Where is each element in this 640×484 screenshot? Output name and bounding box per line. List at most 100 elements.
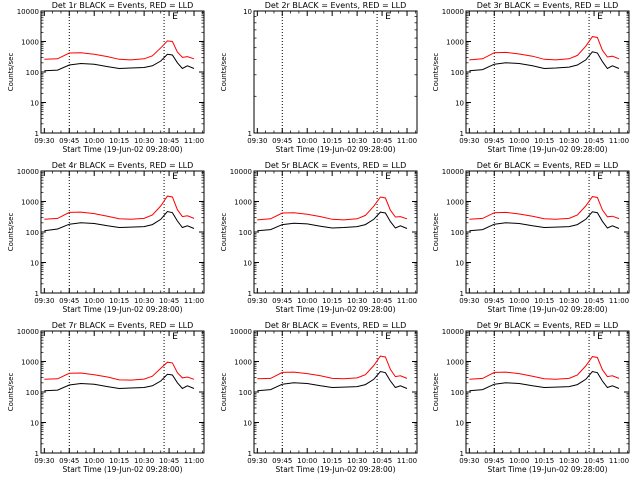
series-line-events [469, 51, 620, 72]
y-tick-label: 10 [30, 420, 39, 428]
x-tick-label: 11:00 [397, 137, 417, 145]
x-tick-label: 11:00 [397, 457, 417, 465]
x-tick-label: 10:30 [134, 457, 154, 465]
y-tick-label: 1000 [446, 39, 464, 47]
y-tick-label: 10000 [17, 328, 39, 336]
y-tick-label: 100 [26, 229, 39, 237]
x-tick-label: 11:00 [397, 297, 417, 305]
x-axis-label: Start Time (19-Jun-02 09:28:00) [276, 145, 396, 154]
x-tick-label: 10:00 [297, 297, 317, 305]
x-tick-label: 11:00 [184, 137, 204, 145]
x-axis-label: Start Time (19-Jun-02 09:28:00) [63, 305, 183, 314]
plot-frame [40, 10, 205, 134]
series-line-lld [469, 196, 620, 220]
chart-panel-9: Det 9r BLACK = Events, RED = LLD 1 10 100 10… [432, 321, 630, 474]
y-tick-label: 10 [243, 420, 252, 428]
y-tick-label: 10 [455, 100, 464, 108]
y-tick-label: 10 [243, 260, 252, 268]
x-tick-label: 10:30 [559, 137, 579, 145]
series-line-lld [44, 40, 195, 61]
y-axis-label: Counts/sec [432, 53, 440, 92]
x-tick-label: 09:45 [272, 457, 292, 465]
chart-title: Det 8r BLACK = Events, RED = LLD [265, 321, 407, 330]
y-tick-label: 1000 [21, 199, 39, 207]
x-tick-label: 11:00 [609, 457, 629, 465]
y-axis-label: Counts/sec [432, 373, 440, 412]
chart-panel-1: Det 1r BLACK = Events, RED = LLD 1 10 100 10… [7, 1, 205, 154]
y-tick-label: 100 [451, 69, 464, 77]
x-tick-label: 10:30 [559, 297, 579, 305]
chart-title: Det 5r BLACK = Events, RED = LLD [265, 161, 407, 170]
series-line-lld [257, 196, 408, 221]
x-tick-label: 09:45 [484, 457, 504, 465]
y-tick-label: 1 [248, 290, 252, 298]
chart-panel-8: Det 8r BLACK = Events, RED = LLD 1 10 100 10… [220, 321, 418, 474]
y-axis-label: Counts/sec [220, 373, 228, 412]
y-tick-label: 10 [30, 100, 39, 108]
x-tick-label: 10:45 [584, 457, 604, 465]
x-tick-label: 10:30 [347, 137, 367, 145]
y-tick-label: 1000 [234, 199, 252, 207]
plot-frame [465, 10, 630, 134]
chart-panel-2: Det 2r BLACK = Events, RED = LLD 1 10 Count… [220, 1, 418, 154]
y-tick-label: 1 [460, 130, 464, 138]
x-tick-label: 10:15 [322, 137, 342, 145]
chart-panel-3: Det 3r BLACK = Events, RED = LLD 1 10 100 10… [432, 1, 630, 154]
x-tick-label: 10:15 [534, 137, 554, 145]
y-tick-label: 1 [35, 130, 39, 138]
x-axis-label: Start Time (19-Jun-02 09:28:00) [63, 145, 183, 154]
x-tick-label: 10:00 [84, 457, 104, 465]
y-tick-label: 100 [239, 229, 252, 237]
chart-title: Det 3r BLACK = Events, RED = LLD [477, 1, 619, 10]
series-line-events [44, 53, 195, 72]
interval-marker: E [172, 12, 178, 22]
interval-marker: E [172, 332, 178, 342]
x-tick-label: 09:30 [34, 137, 54, 145]
chart-panel-7: Det 7r BLACK = Events, RED = LLD 1 10 100 10… [7, 321, 205, 474]
x-tick-label: 10:00 [297, 137, 317, 145]
x-tick-label: 09:30 [34, 457, 54, 465]
y-tick-label: 1 [460, 450, 464, 458]
plot-frame [253, 330, 418, 454]
y-tick-label: 100 [26, 69, 39, 77]
plot-frame [40, 170, 205, 294]
x-axis-label: Start Time (19-Jun-02 09:28:00) [63, 465, 183, 474]
y-tick-label: 1 [35, 450, 39, 458]
x-tick-label: 11:00 [609, 297, 629, 305]
x-tick-label: 10:45 [159, 137, 179, 145]
x-tick-label: 10:30 [347, 297, 367, 305]
y-axis-label: Counts/sec [220, 53, 228, 92]
x-tick-label: 09:30 [247, 457, 267, 465]
chart-panel-6: Det 6r BLACK = Events, RED = LLD 1 10 100 10… [432, 161, 630, 314]
x-tick-label: 10:00 [84, 137, 104, 145]
y-tick-label: 1 [248, 450, 252, 458]
x-tick-label: 11:00 [184, 457, 204, 465]
chart-title: Det 9r BLACK = Events, RED = LLD [477, 321, 619, 330]
x-tick-label: 10:30 [559, 457, 579, 465]
interval-marker: E [385, 332, 391, 342]
x-tick-label: 09:45 [272, 297, 292, 305]
series-line-events [44, 373, 195, 392]
x-tick-label: 09:30 [247, 297, 267, 305]
x-axis-label: Start Time (19-Jun-02 09:28:00) [488, 305, 608, 314]
x-tick-label: 09:45 [484, 137, 504, 145]
y-axis-label: Counts/sec [7, 53, 15, 92]
y-tick-label: 1000 [446, 359, 464, 367]
x-tick-label: 10:15 [322, 297, 342, 305]
interval-marker: E [385, 172, 391, 182]
y-tick-label: 10000 [442, 168, 464, 176]
x-tick-label: 09:30 [459, 457, 479, 465]
x-axis-label: Start Time (19-Jun-02 09:28:00) [488, 465, 608, 474]
y-tick-label: 10000 [230, 168, 252, 176]
x-tick-label: 10:45 [159, 457, 179, 465]
y-tick-label: 100 [239, 389, 252, 397]
y-axis-label: Counts/sec [7, 373, 15, 412]
y-tick-label: 100 [451, 229, 464, 237]
chart-title: Det 6r BLACK = Events, RED = LLD [477, 161, 619, 170]
series-line-events [469, 211, 620, 232]
x-tick-label: 10:15 [109, 297, 129, 305]
x-tick-label: 10:15 [534, 297, 554, 305]
plot-frame [253, 10, 418, 134]
x-axis-label: Start Time (19-Jun-02 09:28:00) [276, 305, 396, 314]
interval-marker: E [597, 12, 603, 22]
